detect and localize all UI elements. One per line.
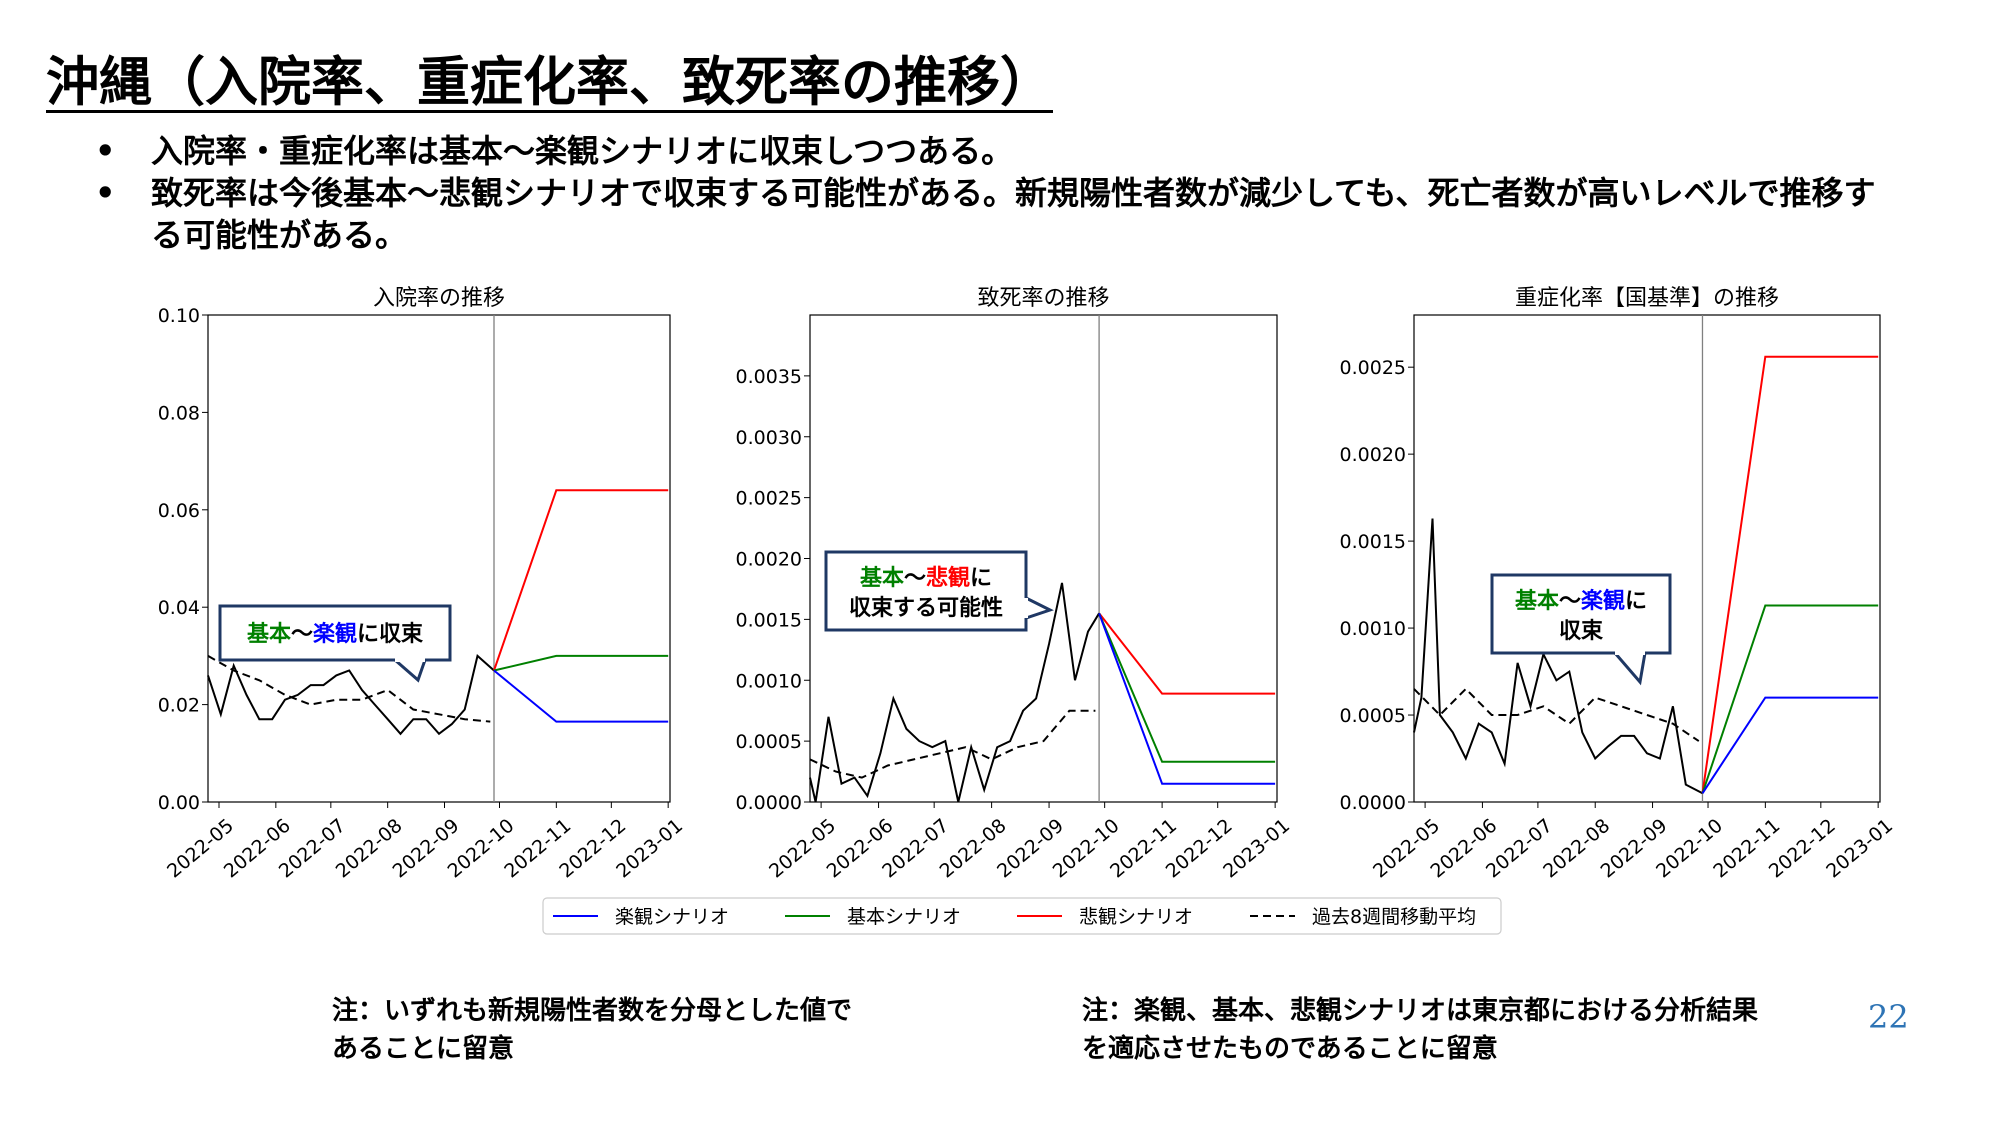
y-tick-label: 0.0030 bbox=[736, 427, 802, 449]
callout-box bbox=[218, 604, 452, 662]
callout-text-segment: に bbox=[1625, 589, 1647, 614]
callout-text-segment: 基本 bbox=[247, 622, 291, 647]
annotation-callout: 基本～楽観に収束 bbox=[218, 604, 452, 683]
y-tick-label: 0.0025 bbox=[736, 488, 802, 510]
y-tick-label: 0.08 bbox=[158, 402, 200, 424]
callout-text-segment: 収束 bbox=[1559, 618, 1604, 644]
callout-text-segment: ～ bbox=[904, 566, 926, 591]
chart-panel: 致死率の推移 0.0000 0.0005 0.0010 0.0015 0.0020 0.00… bbox=[736, 286, 1295, 883]
callout-text-segment: 収束する可能性 bbox=[849, 595, 1003, 621]
observed-line bbox=[1413, 518, 1703, 795]
legend-label: 基本シナリオ bbox=[847, 906, 961, 928]
callout-text-segment: 楽観 bbox=[1581, 588, 1625, 614]
annotation-callout: 基本～楽観に収束 bbox=[1490, 573, 1672, 686]
y-tick-label: 0.0020 bbox=[736, 549, 802, 571]
callout-tail bbox=[1611, 651, 1647, 686]
observed-line bbox=[809, 582, 1100, 803]
callout-text: 収束する可能性 bbox=[849, 595, 1003, 621]
callout-tail bbox=[1024, 595, 1054, 621]
callout-text-segment: 悲観 bbox=[926, 565, 970, 591]
page-title: 沖縄（入院率、重症化率、致死率の推移） bbox=[46, 52, 1053, 113]
pessimistic-scenario-line bbox=[1098, 612, 1276, 695]
callout-text-segment: ～ bbox=[291, 622, 313, 647]
y-tick-label: 0.04 bbox=[158, 597, 200, 619]
note-right: 注：楽観、基本、悲観シナリオは東京都における分析結果を適応させたものであることに… bbox=[1082, 996, 1759, 1064]
moving-average-line bbox=[1413, 687, 1700, 742]
callout-text-segment: に収束 bbox=[357, 621, 424, 647]
y-tick-label: 0.00 bbox=[158, 792, 200, 814]
plot-frame bbox=[1413, 314, 1881, 803]
callout-text: 基本～悲観に bbox=[860, 565, 992, 591]
bullet-text: 致死率は今後基本～悲観シナリオで収束する可能性がある。新規陽性者数が減少しても、… bbox=[151, 174, 1876, 254]
callout-box bbox=[824, 550, 1028, 632]
y-tick-label: 0.0020 bbox=[1340, 444, 1406, 466]
optimistic-scenario-line bbox=[1701, 696, 1879, 794]
chart-panel: 入院率の推移0.000.020.040.060.080.102022-05202… bbox=[158, 286, 687, 883]
legend-label: 過去8週間移動平均 bbox=[1312, 906, 1476, 928]
y-tick-label: 0.0010 bbox=[736, 670, 802, 692]
callout-text-segment: 楽観 bbox=[313, 621, 357, 647]
chart-title: 入院率の推移 bbox=[373, 286, 505, 311]
legend-label: 悲観シナリオ bbox=[1079, 906, 1193, 928]
legend: 楽観シナリオ 基本シナリオ 悲観シナリオ 過去8週間移動平均 bbox=[542, 897, 1502, 935]
bullet-item: • 致死率は今後基本～悲観シナリオで収束する可能性がある。新規陽性者数が減少して… bbox=[95, 172, 1895, 256]
callout-text-segment: 基本 bbox=[1515, 589, 1559, 614]
bullet-dot: • bbox=[95, 174, 116, 212]
base-scenario-line bbox=[1701, 604, 1879, 794]
pessimistic-scenario-line bbox=[493, 489, 669, 671]
callout-text-segment: 基本 bbox=[860, 566, 904, 591]
callout-text: 基本～楽観に収束 bbox=[247, 621, 424, 647]
callout-text: 基本～楽観に bbox=[1515, 588, 1647, 614]
optimistic-scenario-line bbox=[493, 669, 669, 723]
callout-text-segment: ～ bbox=[1559, 589, 1581, 614]
moving-average-line bbox=[809, 709, 1096, 779]
note-left: 注：いずれも新規陽性者数を分母とした値であることに留意 bbox=[332, 996, 853, 1064]
pessimistic-scenario-line bbox=[1701, 355, 1879, 794]
bullet-item: • 入院率・重症化率は基本～楽観シナリオに収束しつつある。 bbox=[95, 130, 1895, 172]
legend-label: 楽観シナリオ bbox=[615, 906, 729, 928]
y-tick-label: 0.0010 bbox=[1340, 618, 1406, 640]
chart-title: 重症化率【国基準】の推移 bbox=[1515, 286, 1779, 311]
callout-tail bbox=[390, 658, 428, 683]
y-tick-label: 0.0000 bbox=[736, 792, 802, 814]
y-tick-label: 0.10 bbox=[158, 305, 200, 327]
observed-line bbox=[207, 654, 495, 736]
y-tick-label: 0.0025 bbox=[1340, 357, 1406, 379]
y-tick-label: 0.02 bbox=[158, 695, 200, 717]
bullet-dot: • bbox=[95, 132, 116, 170]
moving-average-line bbox=[207, 655, 491, 723]
chart-title: 致死率の推移 bbox=[977, 286, 1109, 311]
callout-text-segment: に bbox=[970, 566, 992, 591]
page-number: 22 bbox=[1868, 998, 1909, 1036]
y-tick-label: 0.0015 bbox=[1340, 531, 1406, 553]
plot-frame bbox=[207, 314, 671, 803]
y-tick-label: 0.0035 bbox=[736, 366, 802, 388]
y-tick-label: 0.0000 bbox=[1340, 792, 1406, 814]
chart-panel: 重症化率【国基準】の推移 0.0000 0.0005 0.0010 0.0015 0.00… bbox=[1340, 286, 1898, 883]
y-tick-label: 0.0005 bbox=[736, 731, 802, 753]
base-scenario-line bbox=[1098, 612, 1276, 763]
callout-box bbox=[1490, 573, 1672, 655]
y-tick-label: 0.06 bbox=[158, 500, 200, 522]
callout-text: 収束 bbox=[1559, 618, 1604, 644]
bullet-list: • 入院率・重症化率は基本～楽観シナリオに収束しつつある。 • 致死率は今後基本… bbox=[95, 130, 1895, 256]
base-scenario-line bbox=[493, 654, 669, 672]
optimistic-scenario-line bbox=[1098, 612, 1276, 785]
y-tick-label: 0.0015 bbox=[736, 609, 802, 631]
y-tick-label: 0.0005 bbox=[1340, 705, 1406, 727]
charts-figure: 入院率の推移0.000.020.040.060.080.102022-05202… bbox=[158, 286, 1898, 935]
bullet-text: 入院率・重症化率は基本～楽観シナリオに収束しつつある。 bbox=[151, 132, 1014, 170]
